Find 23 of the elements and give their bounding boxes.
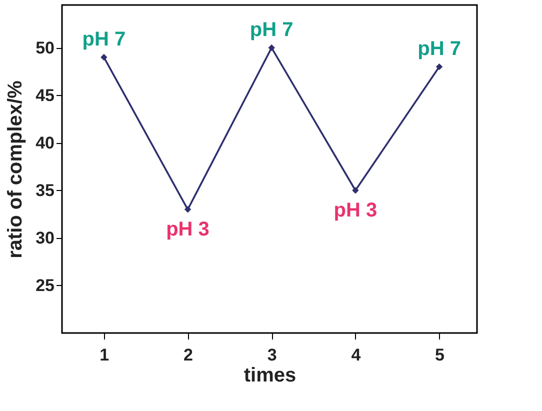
- annotation: pH 3: [166, 218, 210, 240]
- x-tick-label: 3: [267, 346, 277, 364]
- point: [184, 206, 192, 213]
- x-tick-label: 2: [184, 346, 193, 364]
- y-tick-label: 35: [36, 180, 54, 200]
- annotation: pH 7: [418, 38, 461, 60]
- point: [268, 44, 275, 52]
- y-tick-label: 30: [36, 228, 54, 248]
- y-tick-label: 50: [36, 38, 54, 58]
- point: [100, 54, 108, 61]
- annotation: pH 7: [82, 28, 126, 50]
- x-tick-label: 5: [435, 346, 445, 364]
- x-axis-title: times: [244, 364, 296, 386]
- x-tick-label: 4: [351, 346, 362, 364]
- annotation: pH 3: [334, 199, 378, 222]
- annotation: pH 7: [250, 18, 294, 41]
- y-axis-title: ratio of complex/%: [4, 80, 27, 258]
- y-tick-label: 25: [36, 276, 54, 295]
- y-tick-label: 40: [36, 133, 54, 152]
- point: [436, 63, 443, 70]
- y-tick-label: 45: [36, 86, 54, 105]
- point: [352, 187, 359, 194]
- x-tick-label: 1: [100, 346, 110, 364]
